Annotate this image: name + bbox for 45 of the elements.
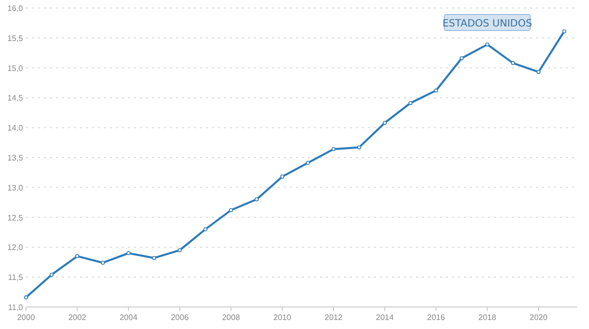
x-tick-label: 2002 [68,313,87,322]
series-label: ESTADOS UNIDOS [442,18,532,30]
x-tick-label: 2010 [273,313,292,322]
point [536,70,541,74]
point [562,29,566,34]
point [357,145,362,150]
y-tick-label: 13,0 [7,183,24,192]
y-tick-label: 16,0 [7,4,24,13]
x-tick-label: 2016 [427,313,446,322]
point [126,251,131,256]
y-tick-label: 15,5 [7,34,24,43]
x-tick-label: 2020 [530,313,548,322]
point [510,61,515,66]
x-tick-label: 2006 [170,313,190,322]
y-tick-label: 12,0 [7,243,24,252]
y-tick-label: 15,0 [7,64,24,73]
y-tick-label: 13,5 [7,154,24,162]
point [178,248,182,252]
x-tick-label: 2004 [120,313,138,322]
x-tick-label: 2014 [376,313,394,322]
point [280,174,284,179]
x-tick-label: 2012 [324,313,343,322]
point [306,160,310,165]
point [332,147,336,152]
point [203,227,208,232]
y-tick-label: 12,5 [7,213,24,222]
point [485,42,490,46]
point [229,208,234,212]
point [254,197,259,202]
point [382,120,387,125]
point [460,56,464,60]
point [24,295,28,300]
y-tick-label: 11,0 [8,303,24,312]
point [100,260,105,265]
y-tick-label: 14,0 [7,124,24,133]
x-tick-label: 2018 [478,313,497,322]
x-tick-label: 2000 [17,313,36,322]
point [434,88,438,93]
x-tick-label: 2008 [222,313,240,322]
y-tick-label: 14,5 [7,94,24,103]
point [50,272,54,277]
point [75,254,80,258]
y-tick-label: 11,5 [8,273,24,282]
point [152,256,156,260]
point [408,101,412,106]
